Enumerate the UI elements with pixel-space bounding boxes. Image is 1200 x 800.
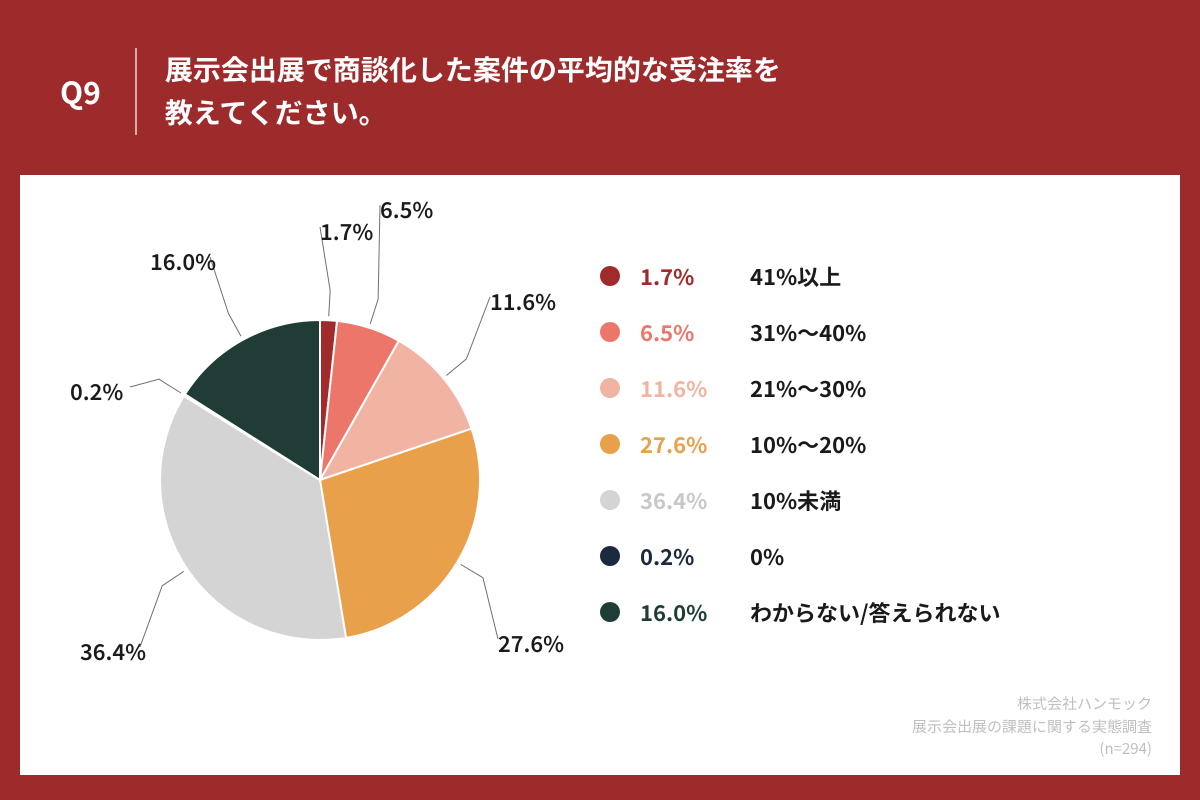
legend-dot: [600, 490, 620, 510]
pie-chart: [160, 320, 480, 640]
legend-percent: 1.7%: [640, 260, 750, 292]
legend-dot: [600, 434, 620, 454]
legend-row: 36.4%10%未満: [600, 484, 1180, 516]
legend-percent: 36.4%: [640, 484, 750, 516]
question-line-1: 展示会出展で商談化した案件の平均的な受注率を: [165, 49, 781, 89]
header: Q9 展示会出展で商談化した案件の平均的な受注率を 教えてください。: [0, 0, 1200, 175]
question-text: 展示会出展で商談化した案件の平均的な受注率を 教えてください。: [165, 48, 781, 135]
footer-company: 株式会社ハンモック: [912, 693, 1152, 716]
legend-category: 10%〜20%: [750, 428, 866, 460]
legend-dot: [600, 546, 620, 566]
legend-percent: 11.6%: [640, 372, 750, 404]
slice-label: 27.6%: [498, 627, 564, 659]
legend-row: 16.0%わからない/答えられない: [600, 596, 1180, 628]
legend-row: 27.6%10%〜20%: [600, 428, 1180, 460]
legend-category: 10%未満: [750, 484, 841, 516]
legend: 1.7%41%以上6.5%31%〜40%11.6%21%〜30%27.6%10%…: [580, 175, 1180, 775]
legend-percent: 0.2%: [640, 540, 750, 572]
legend-dot: [600, 266, 620, 286]
slice-label: 11.6%: [490, 285, 556, 317]
legend-row: 6.5%31%〜40%: [600, 316, 1180, 348]
legend-row: 11.6%21%〜30%: [600, 372, 1180, 404]
legend-category: 21%〜30%: [750, 372, 866, 404]
slice-label: 16.0%: [150, 245, 216, 277]
chart-footer: 株式会社ハンモック 展示会出展の課題に関する実態調査 (n=294): [912, 693, 1152, 761]
legend-percent: 16.0%: [640, 596, 750, 628]
slice-label: 36.4%: [80, 635, 146, 667]
slice-label: 1.7%: [320, 215, 373, 247]
pie-chart-area: 1.7%6.5% 11.6% 27.6% 36.4% 0.2% 16.0%: [20, 175, 580, 775]
footer-survey: 展示会出展の課題に関する実態調査: [912, 716, 1152, 739]
legend-row: 1.7%41%以上: [600, 260, 1180, 292]
legend-category: 31%〜40%: [750, 316, 866, 348]
question-line-2: 教えてください。: [165, 92, 387, 132]
legend-row: 0.2%0%: [600, 540, 1180, 572]
slice-label: 0.2%: [70, 375, 123, 407]
legend-category: 41%以上: [750, 260, 841, 292]
legend-category: 0%: [750, 540, 784, 572]
legend-category: わからない/答えられない: [750, 596, 1001, 628]
footer-n: (n=294): [912, 738, 1152, 761]
slice-label: 6.5%: [380, 193, 433, 225]
legend-dot: [600, 602, 620, 622]
legend-dot: [600, 378, 620, 398]
chart-panel: 1.7%6.5%11.6%27.6%36.4%0.2%16.0% 1.7%41%…: [20, 175, 1180, 775]
legend-percent: 27.6%: [640, 428, 750, 460]
question-number: Q9: [60, 48, 137, 135]
legend-percent: 6.5%: [640, 316, 750, 348]
legend-dot: [600, 322, 620, 342]
